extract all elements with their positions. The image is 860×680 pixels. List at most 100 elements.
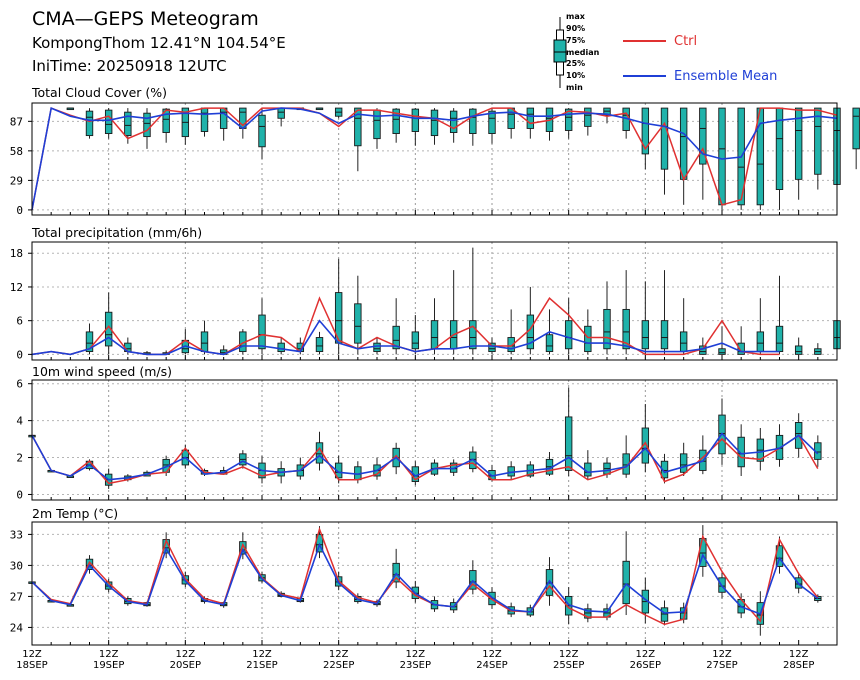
ensemble-box xyxy=(622,270,630,355)
ensemble-box xyxy=(488,108,496,144)
iqr-box xyxy=(660,107,669,170)
ensemble-box xyxy=(143,108,151,149)
y-tick-label: 4 xyxy=(16,415,23,428)
iqr-box xyxy=(564,108,573,131)
iqr-box xyxy=(354,303,362,344)
iqr-box xyxy=(737,342,745,355)
iqr-box xyxy=(641,427,650,464)
iqr-box xyxy=(449,110,458,133)
x-tick-label-time: 12Z xyxy=(712,649,732,660)
iqr-box xyxy=(660,320,669,350)
ensemble-box xyxy=(200,320,209,355)
ensemble-box xyxy=(430,298,439,355)
x-tick-label-time: 12Z xyxy=(176,649,196,660)
iqr-box xyxy=(641,320,650,350)
ensemble-box xyxy=(545,452,554,476)
iqr-box xyxy=(430,320,439,350)
iqr-box xyxy=(488,110,496,134)
mean-line xyxy=(31,106,838,211)
iqr-box xyxy=(622,308,630,350)
ensemble-box xyxy=(449,270,458,355)
meteogram-title: CMA—GEPS Meteogram xyxy=(32,8,259,30)
iqr-box xyxy=(392,108,400,134)
ensemble-box xyxy=(181,107,190,145)
y-tick-label: 30 xyxy=(10,559,23,572)
iqr-box xyxy=(104,109,113,134)
panel-title: Total Cloud Cover (%) xyxy=(31,85,167,100)
ensemble-box xyxy=(699,525,707,577)
iqr-box xyxy=(258,314,266,350)
ensemble-box xyxy=(794,107,803,200)
panel-1: Total Cloud Cover (%) 0 29 58 87 xyxy=(10,85,860,217)
ensemble-box xyxy=(584,603,592,623)
ensemble-box xyxy=(315,331,324,355)
iqr-box xyxy=(162,108,170,133)
iqr-box xyxy=(545,334,554,353)
ensemble-box xyxy=(258,298,266,355)
y-tick-label: 24 xyxy=(10,621,24,634)
ensemble-box xyxy=(679,298,688,355)
iqr-box xyxy=(603,107,611,116)
iqr-box xyxy=(85,331,94,353)
y-tick-label: 2 xyxy=(16,452,23,465)
x-tick-label-time: 12Z xyxy=(406,649,426,660)
ensemble-box xyxy=(603,281,611,355)
iqr-box xyxy=(679,107,688,180)
ensemble-box xyxy=(392,298,400,355)
ensemble-box xyxy=(737,107,745,210)
iqr-box xyxy=(584,325,592,353)
ensemble-box xyxy=(258,108,266,159)
ensemble-box xyxy=(564,298,573,355)
ensemble-box xyxy=(334,107,343,119)
ensemble-box xyxy=(449,108,458,143)
iqr-box xyxy=(219,107,228,129)
ensemble-box xyxy=(718,326,726,355)
y-tick-label: 6 xyxy=(16,378,23,391)
ensemble-box xyxy=(814,594,822,603)
ensemble-box xyxy=(526,107,535,139)
ensemble-box xyxy=(699,337,707,355)
ensemble-box xyxy=(469,560,477,595)
legend-mean-label: Ensemble Mean xyxy=(674,69,777,84)
panel-title: Total precipitation (mm/6h) xyxy=(31,225,202,240)
ensemble-box xyxy=(200,107,209,137)
panel-4: 2m Temp (°C) 24 27 30 33 xyxy=(10,506,838,646)
ensemble-box xyxy=(622,435,630,478)
iqr-box xyxy=(622,560,630,605)
legend-percentile-label: 75% xyxy=(566,36,585,45)
iqr-box xyxy=(679,331,688,353)
iqr-box xyxy=(718,107,726,206)
ensemble-box xyxy=(564,387,573,476)
ensemble-box xyxy=(679,107,688,205)
x-tick-label-time: 12Z xyxy=(22,649,42,660)
ensemble-box xyxy=(641,107,650,170)
iqr-box xyxy=(200,331,209,353)
ensemble-box xyxy=(354,107,362,172)
ensemble-box xyxy=(411,108,420,146)
ensemble-box xyxy=(584,450,592,480)
iqr-box xyxy=(392,325,400,350)
ensemble-box xyxy=(679,442,688,476)
iqr-box xyxy=(200,107,209,132)
y-tick-label: 0 xyxy=(16,488,23,501)
iqr-box xyxy=(699,107,707,165)
ensemble-box xyxy=(469,108,477,146)
legend-ctrl-label: Ctrl xyxy=(674,34,697,49)
ensemble-box xyxy=(775,424,784,467)
x-tick-label-date: 18SEP xyxy=(16,660,47,671)
ensemble-box xyxy=(354,275,362,355)
iqr-box xyxy=(564,416,573,471)
panel-frame xyxy=(31,379,838,501)
x-tick-label-time: 12Z xyxy=(482,649,502,660)
ensemble-box xyxy=(756,298,765,355)
legend-iqr-box xyxy=(553,39,567,63)
ensemble-box xyxy=(104,108,113,139)
iqr-box xyxy=(545,569,554,596)
x-tick-label-time: 12Z xyxy=(252,649,272,660)
ensemble-box xyxy=(660,107,669,195)
x-tick-label-date: 26SEP xyxy=(630,660,661,671)
ensemble-box xyxy=(660,270,669,355)
legend-percentile-label: min xyxy=(566,83,583,92)
ensemble-box xyxy=(85,108,94,139)
